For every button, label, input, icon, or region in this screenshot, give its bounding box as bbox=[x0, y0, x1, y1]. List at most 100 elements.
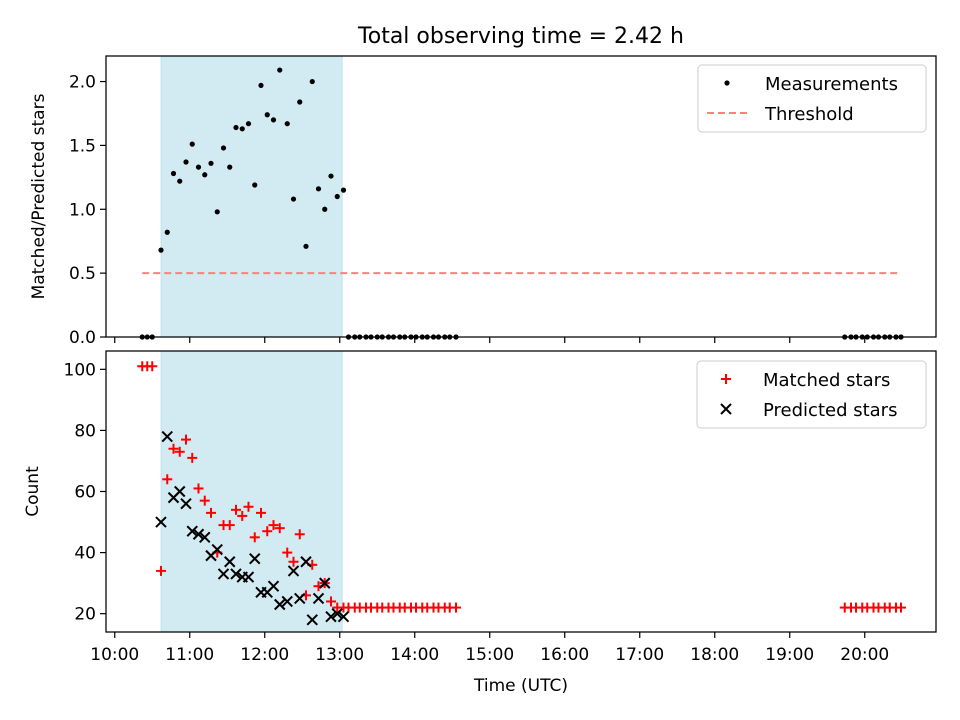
y-tick-label: 2.0 bbox=[69, 73, 96, 93]
x-tick-label: 17:00 bbox=[615, 645, 664, 665]
measurement-point bbox=[183, 159, 189, 165]
x-stroke bbox=[161, 430, 173, 443]
matched-star-point bbox=[237, 510, 248, 521]
legend-matched-label: Matched stars bbox=[763, 370, 890, 391]
predicted-star-point bbox=[337, 611, 350, 623]
y-tick-label: 1.5 bbox=[69, 136, 96, 156]
bottom-panel-marks bbox=[137, 361, 906, 626]
measurement-point bbox=[220, 145, 227, 151]
predicted-star-point bbox=[274, 598, 286, 611]
bottom-panel-legend: Matched stars Predicted stars bbox=[696, 360, 927, 429]
x-axis-label: Time (UTC) bbox=[473, 676, 568, 696]
observing-window-shade bbox=[160, 55, 343, 338]
matched-star-point bbox=[168, 443, 179, 454]
measurement-point bbox=[270, 117, 277, 123]
measurement-point bbox=[233, 124, 239, 131]
predicted-star-point bbox=[224, 556, 236, 568]
y-tick-label: 1.0 bbox=[69, 200, 96, 220]
x-stroke bbox=[199, 531, 211, 544]
matched-star-point bbox=[326, 596, 336, 607]
measurement-point bbox=[227, 164, 233, 170]
legend-box bbox=[696, 360, 927, 429]
predicted-star-point bbox=[281, 595, 293, 608]
predicted-star-point bbox=[180, 498, 192, 510]
chart-title: Total observing time = 2.42 h bbox=[357, 24, 684, 49]
measurement-point bbox=[297, 99, 303, 105]
x-tick-label: 15:00 bbox=[465, 645, 514, 665]
x-stroke bbox=[337, 611, 350, 623]
measurement-point bbox=[245, 121, 252, 127]
predicted-star-point bbox=[249, 552, 261, 565]
matched-star-point bbox=[896, 602, 906, 613]
predicted-star-point bbox=[312, 592, 325, 605]
matched-star-point bbox=[282, 547, 293, 558]
measurement-point bbox=[189, 141, 195, 147]
y-tick-label: 0.5 bbox=[69, 264, 96, 284]
measurement-point bbox=[277, 67, 283, 73]
bottom-panel-xticks: 10:00 11:00 12:00 13:00 14:00 15:00 16:00 17:00… bbox=[90, 632, 889, 665]
predicted-star-point bbox=[174, 485, 186, 498]
legend-predicted-label: Predicted stars bbox=[763, 400, 897, 421]
matched-star-point bbox=[268, 520, 279, 531]
x-stroke bbox=[217, 568, 230, 580]
measurement-point bbox=[208, 160, 214, 166]
predicted-star-point bbox=[211, 543, 223, 556]
x-stroke bbox=[274, 598, 286, 611]
matched-star-point bbox=[199, 495, 210, 506]
x-stroke bbox=[267, 580, 280, 592]
x-stroke bbox=[174, 485, 186, 498]
predicted-star-point bbox=[230, 568, 242, 580]
measurement-point bbox=[309, 78, 315, 85]
top-panel-legend: Measurements Threshold bbox=[697, 64, 927, 133]
x-stroke bbox=[242, 571, 255, 583]
x-stroke bbox=[211, 543, 223, 556]
measurement-point bbox=[264, 112, 270, 118]
x-stroke bbox=[249, 552, 261, 565]
top-panel-y-label: Matched/Predicted stars bbox=[29, 93, 49, 299]
bottom-panel-y-label: Count bbox=[23, 466, 43, 517]
measurement-point bbox=[158, 247, 164, 253]
x-stroke bbox=[720, 403, 732, 415]
x-stroke bbox=[281, 595, 293, 608]
legend-box bbox=[697, 64, 927, 133]
predicted-star-point bbox=[242, 571, 255, 583]
x-tick-label: 13:00 bbox=[315, 645, 364, 665]
measurement-point bbox=[239, 126, 245, 132]
predicted-star-point bbox=[155, 516, 167, 528]
legend-matched-marker bbox=[721, 374, 731, 384]
measurement-point bbox=[284, 121, 290, 127]
y-tick-label: 80 bbox=[74, 421, 96, 441]
matched-star-point bbox=[288, 556, 299, 567]
measurement-point bbox=[214, 209, 220, 215]
predicted-star-point bbox=[331, 607, 343, 620]
legend-measurements-marker bbox=[724, 80, 730, 86]
top-panel-frame bbox=[105, 55, 937, 338]
x-stroke bbox=[294, 592, 306, 605]
measurement-point bbox=[334, 193, 340, 200]
observing-window-shade bbox=[160, 350, 343, 633]
x-stroke bbox=[186, 525, 198, 537]
matched-star-point bbox=[187, 452, 198, 463]
bottom-panel-yticks: 20 40 60 80 100 bbox=[64, 360, 106, 625]
measurement-point bbox=[252, 182, 258, 188]
x-stroke bbox=[306, 614, 318, 626]
y-tick-label: 40 bbox=[74, 544, 96, 564]
y-tick-label: 0.0 bbox=[69, 328, 96, 348]
measurement-point bbox=[340, 187, 347, 193]
matched-star-point bbox=[162, 474, 173, 485]
y-tick-label: 20 bbox=[74, 605, 96, 625]
x-stroke bbox=[319, 577, 331, 589]
top-panel-yticks: 0.0 0.5 1.0 1.5 2.0 bbox=[69, 73, 106, 348]
predicted-star-point bbox=[199, 531, 211, 544]
matched-star-point bbox=[156, 565, 166, 576]
measurement-point bbox=[315, 186, 322, 192]
measurement-point bbox=[303, 243, 309, 249]
x-tick-label: 20:00 bbox=[840, 645, 889, 665]
matched-star-point bbox=[451, 602, 461, 613]
measurement-point bbox=[170, 170, 177, 177]
predicted-star-point bbox=[267, 580, 280, 592]
measurement-point bbox=[202, 172, 208, 178]
x-tick-label: 14:00 bbox=[390, 645, 439, 665]
legend-predicted-marker bbox=[720, 403, 732, 415]
